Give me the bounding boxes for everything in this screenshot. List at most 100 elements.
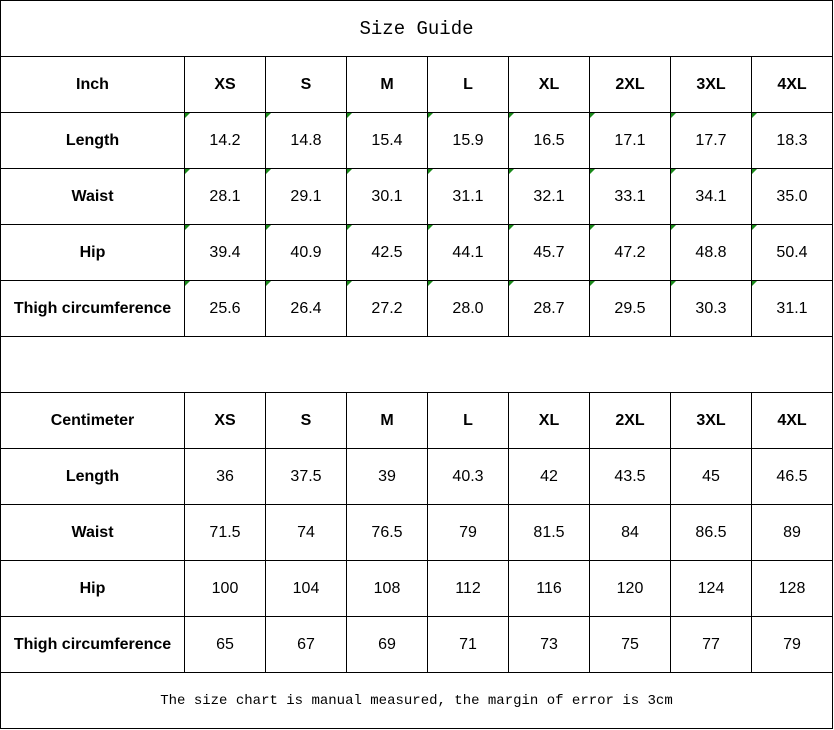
measurement-value: 86.5 (670, 504, 752, 561)
size-header-s: S (265, 392, 347, 449)
spacer-row (0, 336, 833, 393)
measurement-value: 36 (184, 448, 266, 505)
size-header-m: M (346, 392, 428, 449)
measurement-value: 32.1 (508, 168, 590, 225)
cm-table-row: Hip 100 104 108 112 116 120 124 128 (0, 560, 833, 617)
measurement-value: 69 (346, 616, 428, 673)
spacer-cell (0, 336, 833, 393)
measurement-value: 18.3 (751, 112, 833, 169)
size-header-xl: XL (508, 392, 590, 449)
size-header-l: L (427, 56, 509, 113)
inch-table-row: Thigh circumference 25.6 26.4 27.2 28.0 28.7 2… (0, 280, 833, 337)
inch-table-row: Hip 39.4 40.9 42.5 44.1 45.7 47.2 48.8 50.4 (0, 224, 833, 281)
size-header-l: L (427, 392, 509, 449)
measurement-value: 30.1 (346, 168, 428, 225)
size-header-3xl: 3XL (670, 56, 752, 113)
page-title: Size Guide (0, 0, 833, 57)
measurement-label: Thigh circumference (0, 616, 185, 673)
size-header-2xl: 2XL (589, 392, 671, 449)
measurement-value: 39 (346, 448, 428, 505)
cm-table-row: Waist 71.5 74 76.5 79 81.5 84 86.5 89 (0, 504, 833, 561)
size-header-2xl: 2XL (589, 56, 671, 113)
measurement-value: 28.7 (508, 280, 590, 337)
measurement-value: 84 (589, 504, 671, 561)
measurement-value: 28.0 (427, 280, 509, 337)
measurement-value: 116 (508, 560, 590, 617)
measurement-value: 35.0 (751, 168, 833, 225)
measurement-label: Waist (0, 504, 185, 561)
measurement-value: 40.3 (427, 448, 509, 505)
title-row: Size Guide (0, 0, 833, 57)
measurement-value: 28.1 (184, 168, 266, 225)
measurement-value: 14.2 (184, 112, 266, 169)
measurement-label: Length (0, 448, 185, 505)
measurement-value: 14.8 (265, 112, 347, 169)
measurement-value: 29.1 (265, 168, 347, 225)
footnote: The size chart is manual measured, the m… (0, 672, 833, 729)
inch-table-row: Waist 28.1 29.1 30.1 31.1 32.1 33.1 34.1 35.0 (0, 168, 833, 225)
size-header-xl: XL (508, 56, 590, 113)
measurement-value: 16.5 (508, 112, 590, 169)
note-row: The size chart is manual measured, the m… (0, 672, 833, 729)
measurement-value: 17.1 (589, 112, 671, 169)
measurement-label: Length (0, 112, 185, 169)
measurement-value: 75 (589, 616, 671, 673)
cm-table-row: Length 36 37.5 39 40.3 42 43.5 45 46.5 (0, 448, 833, 505)
measurement-value: 43.5 (589, 448, 671, 505)
measurement-value: 81.5 (508, 504, 590, 561)
measurement-value: 25.6 (184, 280, 266, 337)
measurement-value: 100 (184, 560, 266, 617)
measurement-value: 15.9 (427, 112, 509, 169)
measurement-value: 79 (427, 504, 509, 561)
inch-header-row: Inch XS S M L XL 2XL 3XL 4XL (0, 56, 833, 113)
measurement-value: 42.5 (346, 224, 428, 281)
measurement-value: 40.9 (265, 224, 347, 281)
measurement-value: 71 (427, 616, 509, 673)
measurement-value: 15.4 (346, 112, 428, 169)
measurement-value: 73 (508, 616, 590, 673)
measurement-value: 50.4 (751, 224, 833, 281)
inch-table-row: Length 14.2 14.8 15.4 15.9 16.5 17.1 17.7 18.3 (0, 112, 833, 169)
measurement-value: 79 (751, 616, 833, 673)
measurement-value: 33.1 (589, 168, 671, 225)
size-header-xs: XS (184, 392, 266, 449)
measurement-value: 29.5 (589, 280, 671, 337)
size-header-4xl: 4XL (751, 56, 833, 113)
measurement-value: 128 (751, 560, 833, 617)
measurement-label: Hip (0, 224, 185, 281)
size-header-m: M (346, 56, 428, 113)
cm-table-row: Thigh circumference 65 67 69 71 73 75 77 79 (0, 616, 833, 673)
measurement-value: 47.2 (589, 224, 671, 281)
measurement-value: 39.4 (184, 224, 266, 281)
cm-unit-label: Centimeter (0, 392, 185, 449)
measurement-value: 30.3 (670, 280, 752, 337)
measurement-value: 74 (265, 504, 347, 561)
size-header-xs: XS (184, 56, 266, 113)
measurement-value: 46.5 (751, 448, 833, 505)
measurement-label: Thigh circumference (0, 280, 185, 337)
measurement-value: 45 (670, 448, 752, 505)
measurement-value: 37.5 (265, 448, 347, 505)
measurement-value: 17.7 (670, 112, 752, 169)
measurement-value: 67 (265, 616, 347, 673)
measurement-value: 120 (589, 560, 671, 617)
measurement-value: 27.2 (346, 280, 428, 337)
measurement-value: 112 (427, 560, 509, 617)
size-header-3xl: 3XL (670, 392, 752, 449)
measurement-value: 42 (508, 448, 590, 505)
measurement-value: 77 (670, 616, 752, 673)
measurement-value: 34.1 (670, 168, 752, 225)
measurement-value: 104 (265, 560, 347, 617)
measurement-value: 44.1 (427, 224, 509, 281)
cm-header-row: Centimeter XS S M L XL 2XL 3XL 4XL (0, 392, 833, 449)
measurement-value: 108 (346, 560, 428, 617)
measurement-value: 48.8 (670, 224, 752, 281)
measurement-value: 124 (670, 560, 752, 617)
measurement-value: 31.1 (751, 280, 833, 337)
measurement-value: 26.4 (265, 280, 347, 337)
measurement-value: 76.5 (346, 504, 428, 561)
measurement-value: 45.7 (508, 224, 590, 281)
size-header-s: S (265, 56, 347, 113)
measurement-value: 71.5 (184, 504, 266, 561)
